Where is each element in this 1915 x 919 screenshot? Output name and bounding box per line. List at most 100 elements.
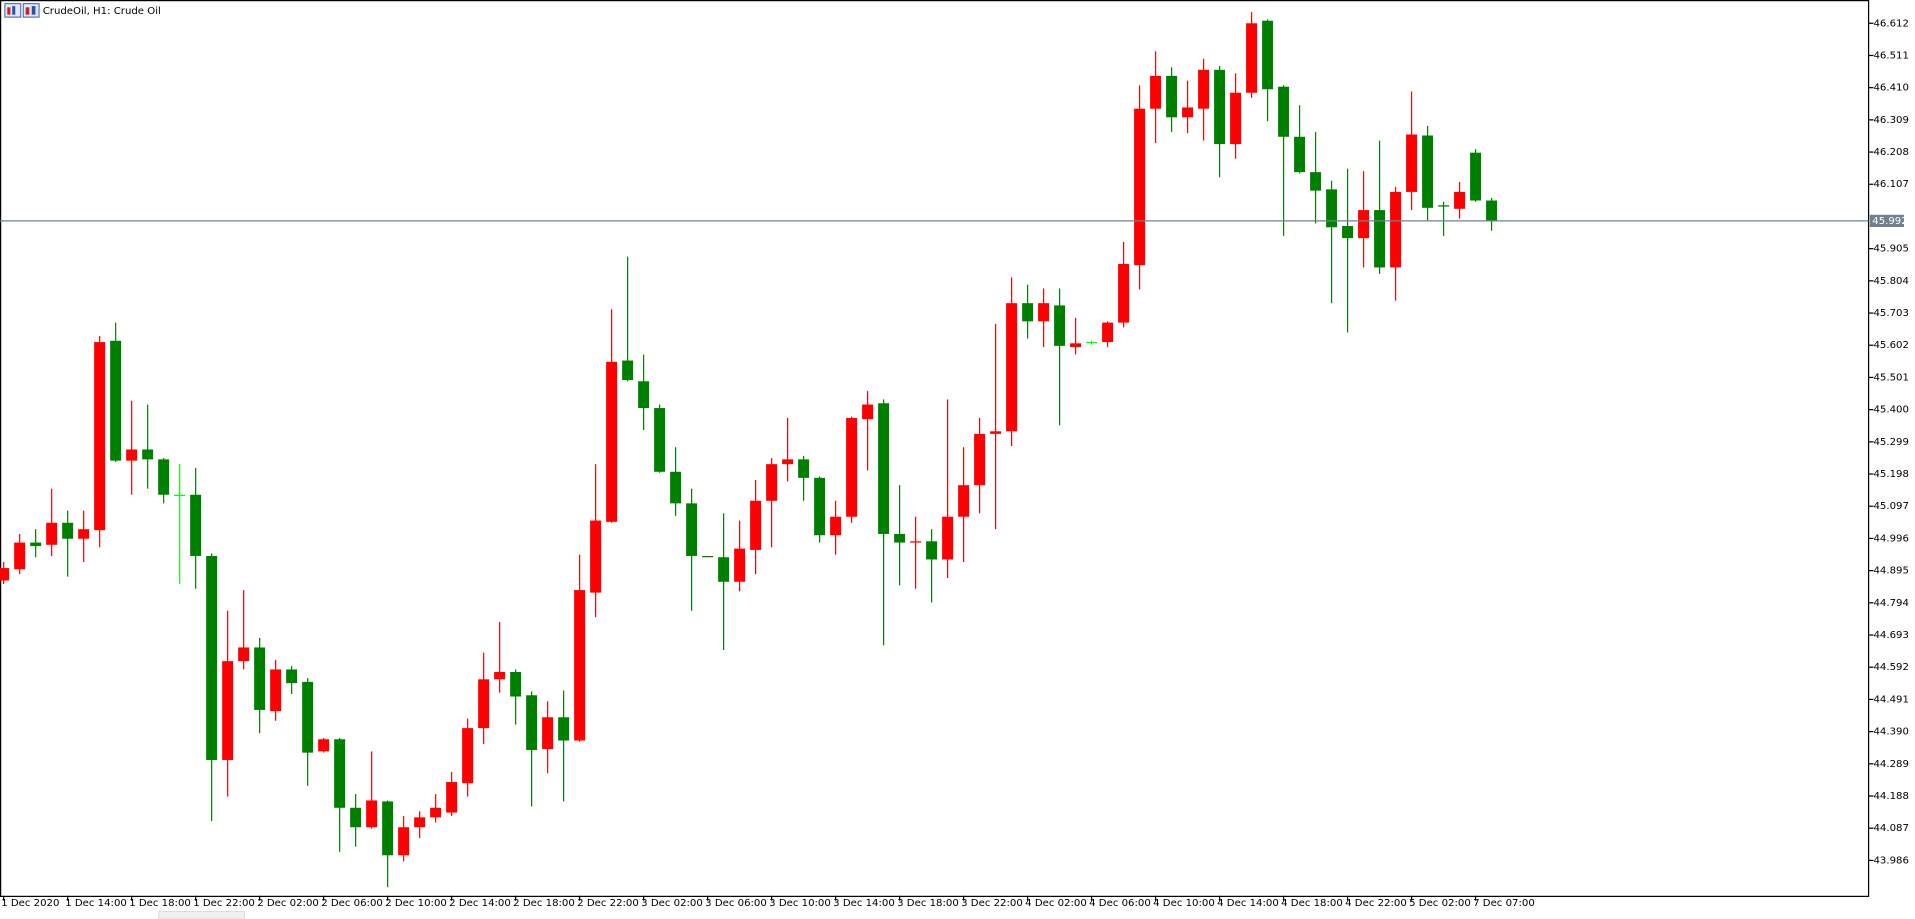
- candle-body: [526, 695, 538, 751]
- candle-body: [382, 801, 394, 856]
- candle-body: [94, 342, 106, 531]
- candle-body: [1406, 134, 1418, 192]
- candle-body: [926, 541, 938, 560]
- candle-body: [334, 739, 346, 808]
- candle-body: [814, 477, 826, 536]
- x-tick-label: 1 Dec 2020: [1, 898, 59, 909]
- y-tick-label: 46.208: [1873, 147, 1908, 158]
- y-tick-label: 44.693: [1873, 630, 1908, 641]
- y-tick-label: 45.299: [1873, 437, 1908, 448]
- candle-body: [30, 542, 42, 547]
- chart-title: CrudeOil, H1: Crude Oil: [43, 6, 161, 17]
- candle-body: [1438, 205, 1450, 207]
- x-tick-label: 4 Dec 06:00: [1089, 898, 1151, 909]
- x-tick-label: 3 Dec 22:00: [961, 898, 1023, 909]
- candle-body: [494, 671, 506, 680]
- candle-body: [1070, 343, 1082, 348]
- candle-body: [574, 590, 586, 741]
- x-tick-label: 2 Dec 22:00: [577, 898, 639, 909]
- y-tick-label: 45.804: [1873, 276, 1908, 287]
- candle-body: [414, 817, 426, 828]
- candle-body: [1182, 107, 1194, 118]
- y-tick-label: 44.491: [1873, 694, 1908, 705]
- candle-body: [1278, 86, 1290, 137]
- x-tick-label: 2 Dec 10:00: [385, 898, 447, 909]
- plot-frame: [0, 0, 1870, 898]
- candle-body: [0, 568, 10, 581]
- candle-body: [1422, 135, 1434, 208]
- candle-body: [1038, 303, 1050, 322]
- x-tick-label: 3 Dec 14:00: [833, 898, 895, 909]
- candle-body: [126, 449, 138, 461]
- candle-body: [14, 542, 26, 570]
- candle-body: [942, 516, 954, 560]
- candle-body: [1262, 20, 1274, 90]
- candle-body: [1294, 136, 1306, 173]
- candle-body: [686, 503, 698, 556]
- candle-body: [62, 522, 74, 539]
- x-tick-label: 4 Dec 22:00: [1345, 898, 1407, 909]
- candle-body: [638, 381, 650, 409]
- candle-body: [1102, 322, 1114, 343]
- candle-body: [1230, 92, 1242, 145]
- y-tick-label: 44.895: [1873, 566, 1908, 577]
- candle-body: [654, 408, 666, 472]
- candle-body: [398, 827, 410, 856]
- y-tick-label: 44.289: [1873, 759, 1908, 770]
- candle-body: [318, 739, 330, 752]
- y-tick-label: 45.602: [1873, 340, 1908, 351]
- candle-body: [286, 669, 298, 684]
- y-tick-label: 44.390: [1873, 727, 1908, 738]
- candle-body: [766, 464, 778, 501]
- candle-body: [174, 494, 186, 496]
- candle-body: [718, 557, 730, 582]
- candle-body: [366, 800, 378, 828]
- candle-body: [1470, 152, 1482, 201]
- candle-body: [206, 555, 218, 760]
- candle-body: [1326, 189, 1338, 228]
- candle-body: [830, 516, 842, 536]
- symbol-icon: [4, 3, 40, 18]
- x-tick-label: 3 Dec 06:00: [705, 898, 767, 909]
- candle-body: [1246, 23, 1258, 93]
- y-tick-label: 44.794: [1873, 598, 1908, 609]
- candle-body: [1166, 75, 1178, 118]
- candle-body: [1342, 226, 1354, 239]
- candle-body: [670, 471, 682, 504]
- x-tick-label: 4 Dec 02:00: [1025, 898, 1087, 909]
- candle-body: [238, 647, 250, 662]
- candle-body: [462, 728, 474, 784]
- current-price-box: [1869, 214, 1905, 228]
- candle-body: [734, 548, 746, 582]
- candle-body: [1214, 69, 1226, 145]
- candle-body: [1006, 303, 1018, 432]
- y-tick-label: 45.198: [1873, 469, 1908, 480]
- x-tick-label: 2 Dec 06:00: [321, 898, 383, 909]
- x-tick-label: 4 Dec 14:00: [1217, 898, 1279, 909]
- candle-body: [1454, 191, 1466, 209]
- candle-body: [1022, 303, 1034, 322]
- candle-body: [1134, 108, 1146, 266]
- candle-body: [142, 449, 154, 460]
- chart-tab[interactable]: [158, 911, 245, 919]
- current-price-label: 45.992: [1872, 216, 1907, 227]
- y-tick-label: 46.511: [1873, 50, 1908, 61]
- candle-body: [1310, 172, 1322, 191]
- candle-body: [974, 433, 986, 486]
- y-tick-label: 45.501: [1873, 372, 1908, 383]
- candle-body: [606, 361, 618, 522]
- candle-body: [798, 459, 810, 478]
- candle-body: [782, 459, 794, 465]
- x-tick-label: 1 Dec 18:00: [129, 898, 191, 909]
- candle-body: [46, 522, 58, 545]
- candle-body: [270, 669, 282, 712]
- x-tick-label: 4 Dec 18:00: [1281, 898, 1343, 909]
- candle-body: [222, 661, 234, 760]
- y-tick-label: 44.087: [1873, 823, 1908, 834]
- y-tick-label: 44.996: [1873, 533, 1908, 544]
- x-tick-label: 7 Dec 07:00: [1473, 898, 1535, 909]
- candle-body: [446, 781, 458, 813]
- candle-body: [846, 417, 858, 517]
